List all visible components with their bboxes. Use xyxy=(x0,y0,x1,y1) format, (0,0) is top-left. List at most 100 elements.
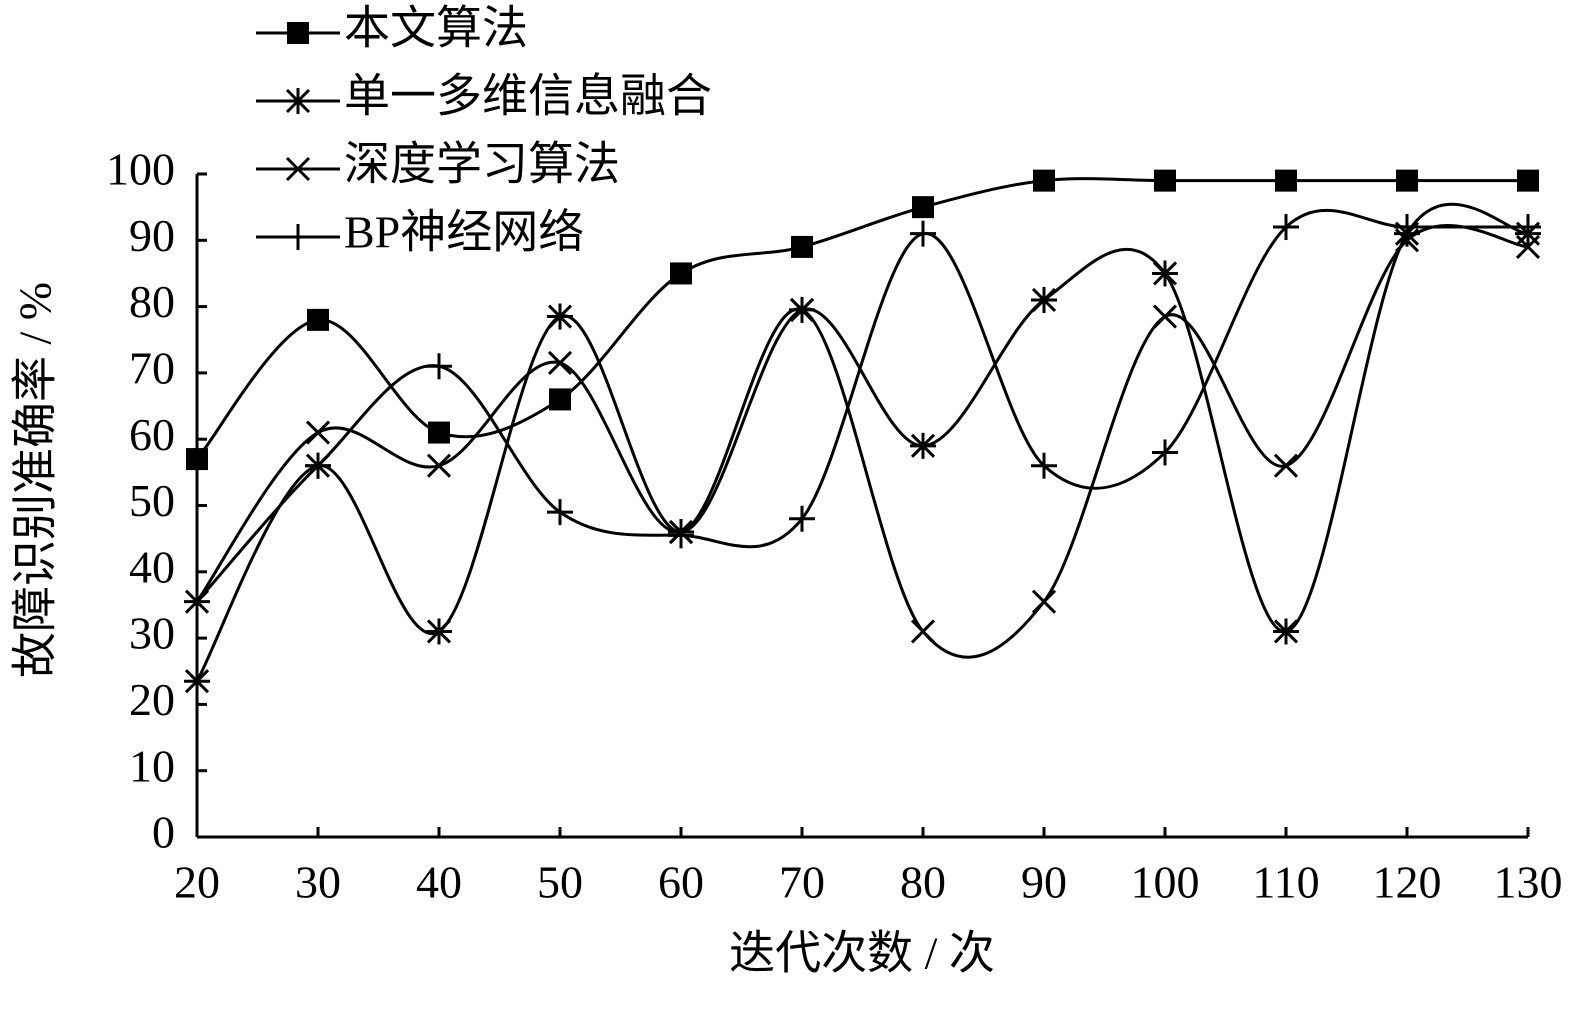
marker xyxy=(1515,234,1541,259)
marker xyxy=(791,235,813,258)
y-axis-title: 故障识别准确率 / % xyxy=(10,282,61,678)
marker-square xyxy=(1154,169,1176,192)
y-tick-label: 100 xyxy=(106,144,175,195)
x-tick-label: 60 xyxy=(658,857,704,908)
marker xyxy=(287,22,309,44)
marker xyxy=(186,448,208,471)
marker xyxy=(307,308,329,331)
x-axis-title: 迭代次数 / 次 xyxy=(729,928,995,979)
legend-label: BP神经网络 xyxy=(344,207,584,258)
marker-square xyxy=(670,262,692,285)
legend-item: 深度学习算法 xyxy=(256,139,620,190)
marker xyxy=(912,196,934,219)
y-tick-label: 60 xyxy=(129,409,175,460)
marker xyxy=(547,499,573,526)
marker-stroke xyxy=(426,453,452,478)
marker xyxy=(1273,214,1299,241)
marker xyxy=(1394,214,1420,241)
marker-stroke xyxy=(547,350,573,376)
x-tick-label: 30 xyxy=(295,857,341,908)
marker-stroke xyxy=(285,88,311,114)
marker-square xyxy=(186,448,208,471)
marker xyxy=(184,668,210,695)
marker xyxy=(670,262,692,285)
marker-square xyxy=(307,308,329,331)
marker-stroke xyxy=(910,433,936,458)
marker xyxy=(547,350,573,376)
x-tick-label: 90 xyxy=(1021,857,1067,908)
y-tick-label: 80 xyxy=(129,276,175,327)
marker xyxy=(305,420,331,445)
y-tick-label: 90 xyxy=(129,210,175,261)
series-line xyxy=(195,202,1529,682)
marker-square xyxy=(791,235,813,258)
marker xyxy=(428,421,450,444)
legend-item: BP神经网络 xyxy=(256,207,584,258)
legend-label: 单一多维信息融合 xyxy=(344,71,712,122)
marker xyxy=(426,453,452,478)
marker-stroke xyxy=(426,619,452,644)
marker xyxy=(668,522,694,549)
legend-item: 单一多维信息融合 xyxy=(256,71,712,122)
marker xyxy=(910,432,936,459)
y-tick-label: 30 xyxy=(129,608,175,659)
marker xyxy=(305,452,331,479)
marker-square xyxy=(287,22,309,44)
marker xyxy=(1515,214,1541,241)
marker-square xyxy=(1275,169,1297,192)
marker xyxy=(910,619,936,644)
x-tick-label: 20 xyxy=(174,857,220,908)
y-tick-label: 10 xyxy=(129,740,175,791)
marker xyxy=(1396,169,1418,192)
y-tick-label: 50 xyxy=(129,475,175,526)
marker xyxy=(1033,169,1055,192)
marker xyxy=(549,388,571,411)
x-tick-label: 70 xyxy=(779,857,825,908)
marker xyxy=(426,353,452,380)
marker xyxy=(1152,439,1178,466)
x-tick-label: 110 xyxy=(1252,857,1319,908)
x-tick-label: 130 xyxy=(1494,857,1563,908)
marker xyxy=(1517,169,1539,192)
marker-stroke xyxy=(305,420,331,445)
marker-stroke xyxy=(547,304,573,329)
marker-stroke xyxy=(1273,453,1299,478)
marker xyxy=(426,618,452,645)
marker xyxy=(285,88,311,114)
marker-stroke xyxy=(1394,228,1420,253)
legend-label: 深度学习算法 xyxy=(344,139,620,190)
marker xyxy=(1154,169,1176,192)
marker xyxy=(1031,589,1057,614)
marker xyxy=(184,588,210,615)
y-tick-label: 0 xyxy=(152,807,175,858)
legend-item: 本文算法 xyxy=(256,3,528,54)
marker-stroke xyxy=(910,619,936,644)
x-tick-label: 80 xyxy=(900,857,946,908)
marker-square xyxy=(1033,169,1055,192)
legend-label: 本文算法 xyxy=(344,3,528,54)
marker-stroke xyxy=(1273,619,1299,644)
marker xyxy=(1273,453,1299,478)
x-tick-label: 40 xyxy=(416,857,462,908)
x-tick-label: 120 xyxy=(1373,857,1442,908)
marker xyxy=(1275,169,1297,192)
x-tick-label: 100 xyxy=(1131,857,1200,908)
marker xyxy=(547,303,573,330)
marker-square xyxy=(1517,169,1539,192)
y-tick-label: 40 xyxy=(129,541,175,592)
marker xyxy=(1152,304,1178,329)
marker xyxy=(1031,286,1057,313)
marker xyxy=(1394,228,1420,253)
marker-square xyxy=(549,388,571,411)
y-tick-label: 70 xyxy=(129,342,175,393)
marker-stroke xyxy=(1515,234,1541,259)
marker xyxy=(789,297,815,322)
marker-stroke xyxy=(1152,261,1178,286)
marker-stroke xyxy=(184,669,210,694)
x-tick-label: 50 xyxy=(537,857,583,908)
marker xyxy=(285,156,311,182)
marker-stroke xyxy=(789,297,815,322)
marker-stroke xyxy=(1031,589,1057,614)
marker-square xyxy=(912,196,934,219)
